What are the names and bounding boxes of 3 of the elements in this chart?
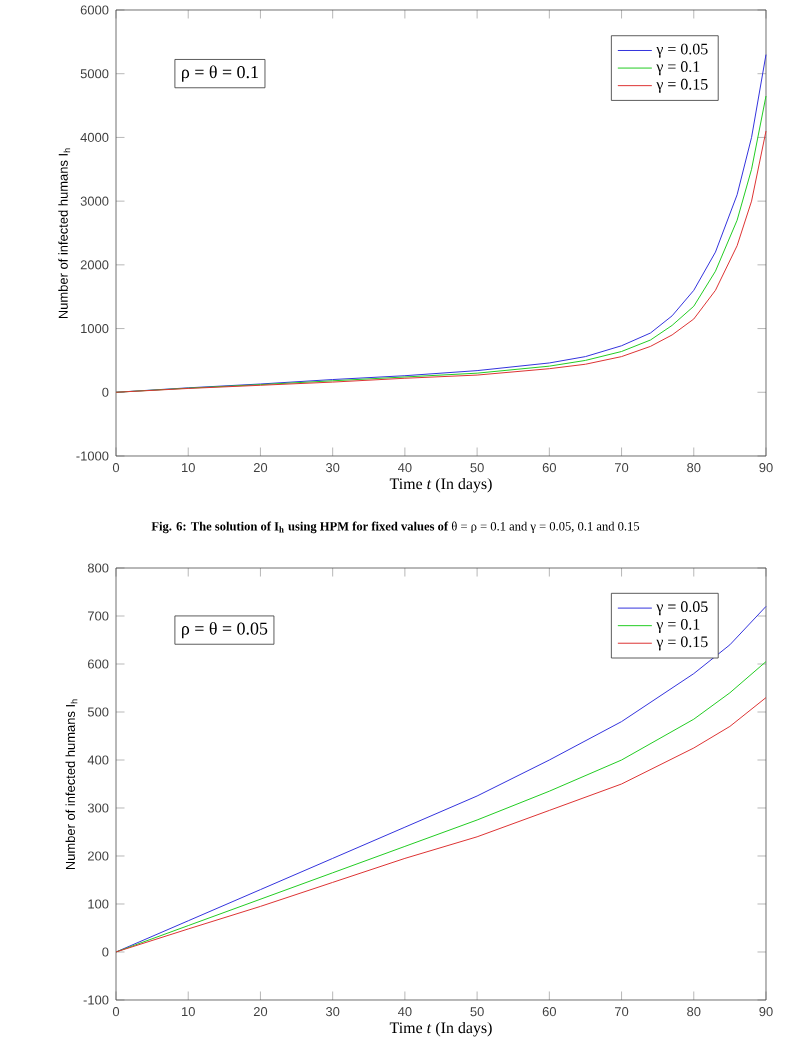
annotation: ρ = θ = 0.05 xyxy=(182,621,268,639)
line-series xyxy=(115,605,767,953)
annotation: ρ = θ = 0.1 xyxy=(182,65,258,82)
